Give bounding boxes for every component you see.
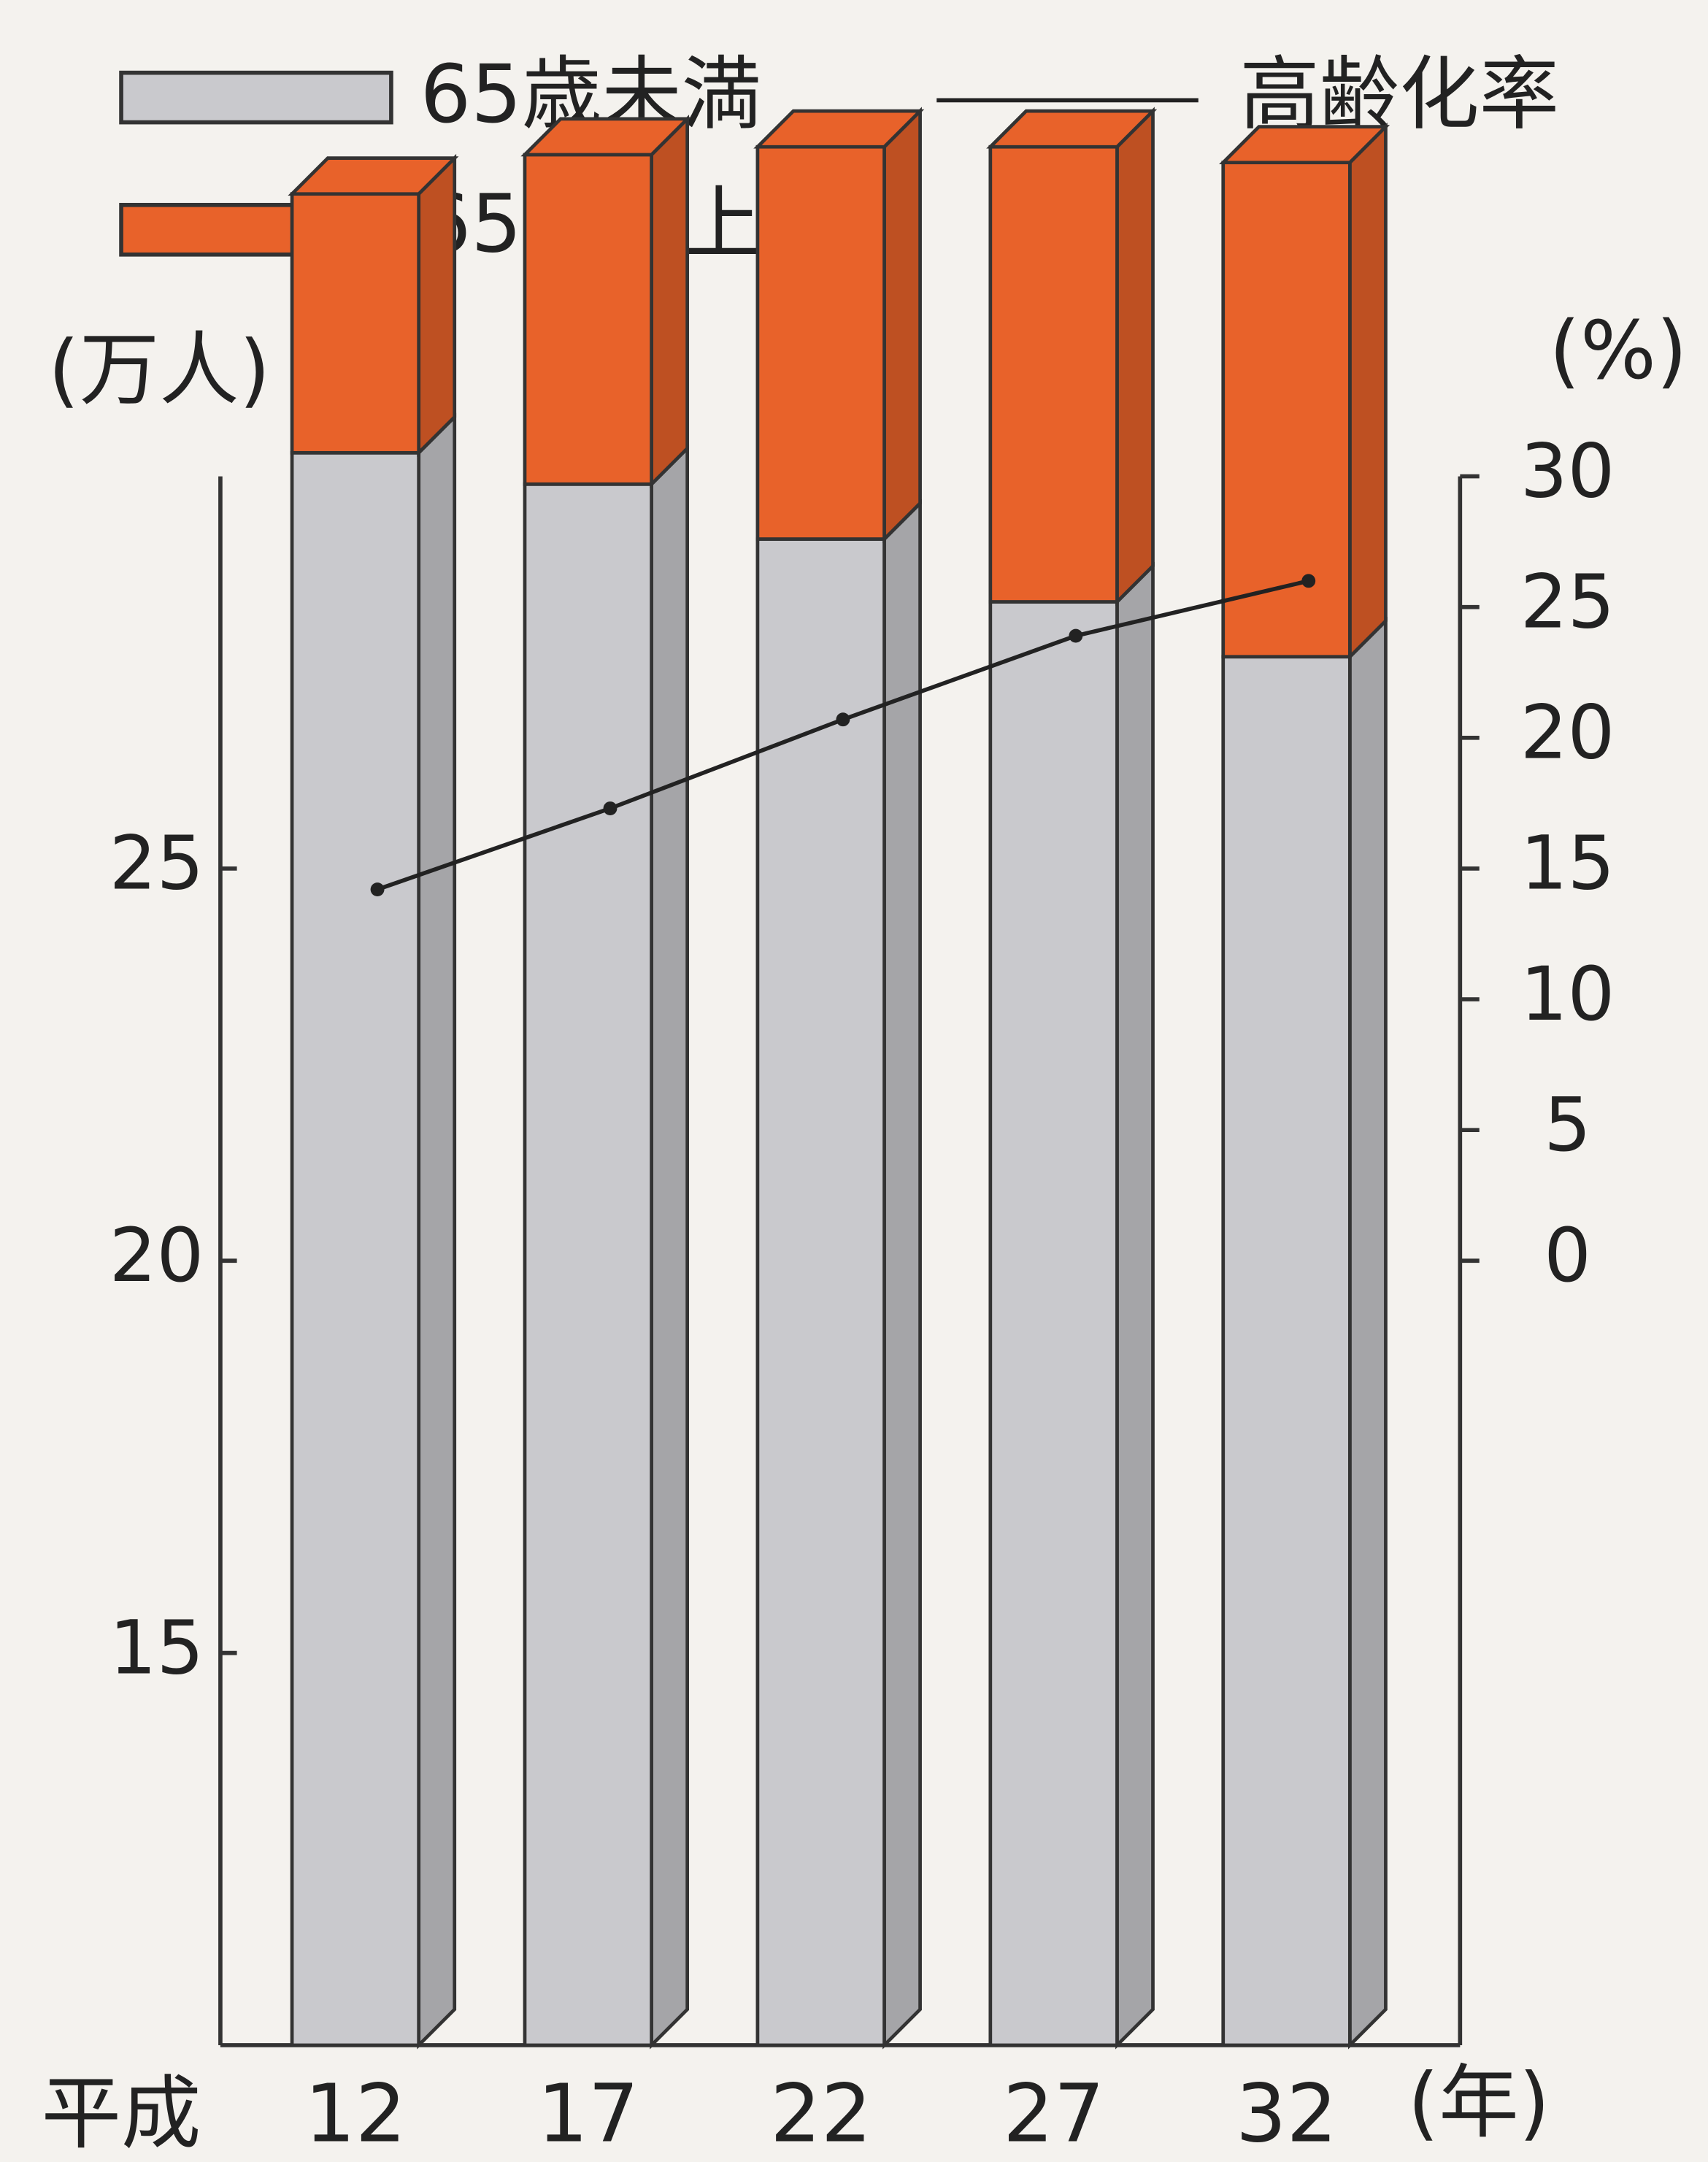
- y-axis-label: (万人): [48, 323, 270, 417]
- legend: 65歳未満 65歳以上 高齢化率: [119, 47, 1559, 271]
- bar-top: [1219, 125, 1390, 165]
- bar-top: [986, 109, 1158, 149]
- bar: [523, 153, 653, 486]
- bar-side: [650, 115, 690, 489]
- y-tick-label: 20: [109, 1212, 204, 1299]
- line-point: [1301, 574, 1316, 588]
- bar-top: [288, 156, 459, 196]
- y2-tick-label: 25: [1520, 559, 1615, 646]
- line-point: [370, 882, 385, 897]
- bar-top: [753, 109, 925, 149]
- y2-axis-label: (%): [1549, 304, 1687, 397]
- bar: [755, 537, 886, 2047]
- line-point: [1069, 628, 1083, 643]
- y2-tick-label: 5: [1544, 1082, 1591, 1169]
- bar: [523, 482, 653, 2047]
- x-tick-label: 32: [1236, 2067, 1337, 2161]
- bar-side: [417, 153, 457, 458]
- bar-side: [1115, 107, 1155, 607]
- y2-tick-label: 20: [1520, 690, 1615, 777]
- legend-swatch: [119, 70, 393, 125]
- x-axis-label: (年): [1408, 2056, 1550, 2150]
- bar: [290, 192, 421, 455]
- y2-tick-label: 10: [1520, 951, 1615, 1038]
- bar-top: [520, 117, 692, 157]
- x-tick-label: 12: [304, 2067, 406, 2161]
- y2-tick-label: 15: [1520, 820, 1615, 907]
- y-tick-label: 15: [109, 1604, 204, 1691]
- x-axis-prefix: 平成: [42, 2067, 201, 2161]
- bar: [988, 600, 1119, 2047]
- bar-side: [882, 107, 922, 544]
- bar-side: [1347, 616, 1388, 2050]
- bar: [988, 145, 1119, 604]
- x-tick-label: 17: [537, 2067, 639, 2161]
- bar: [755, 145, 886, 541]
- y2-tick-label: 0: [1544, 1212, 1591, 1299]
- bar-side: [650, 444, 690, 2050]
- y2-tick-label: 30: [1520, 428, 1615, 515]
- x-tick-label: 27: [1003, 2067, 1104, 2161]
- bar: [1221, 161, 1352, 659]
- line-point: [603, 801, 618, 815]
- bar-side: [1347, 122, 1388, 661]
- bar-side: [882, 499, 922, 2050]
- line-point: [836, 712, 850, 727]
- bar-side: [1115, 561, 1155, 2050]
- y-tick-label: 25: [109, 820, 204, 907]
- bar: [290, 450, 421, 2047]
- bar-side: [417, 412, 457, 2050]
- x-tick-label: 22: [770, 2067, 872, 2161]
- bar: [1221, 655, 1352, 2047]
